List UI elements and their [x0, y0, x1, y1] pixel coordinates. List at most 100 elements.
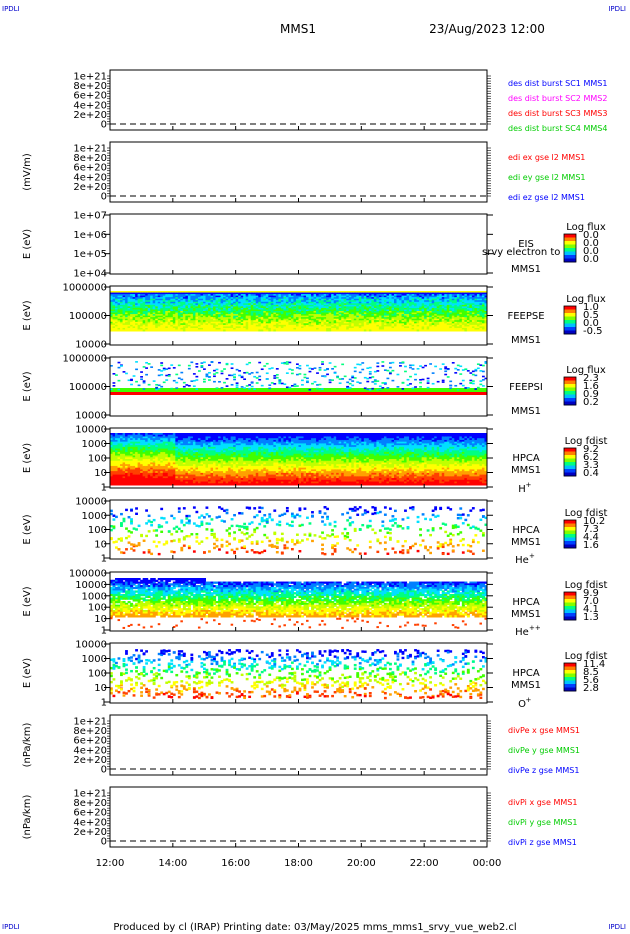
panel-4-cell [223, 295, 227, 298]
panel-4-cell [110, 304, 114, 307]
panel-4-cell [200, 314, 204, 317]
panel-4-cell [388, 303, 392, 306]
panel-4-cell [361, 315, 365, 318]
panel-4-cell [140, 300, 144, 303]
panel-4-cell [285, 323, 289, 326]
panel-4-cell [388, 321, 392, 324]
panel-4-cell [341, 300, 345, 303]
panel-4-cell [331, 306, 335, 309]
panel-4-cell [343, 307, 347, 310]
panel-4-cell [444, 307, 448, 310]
panel-4-cell [265, 315, 269, 318]
panel-4-cell [155, 320, 159, 323]
panel-4-cell [386, 307, 390, 310]
panel-4-cell [386, 309, 390, 312]
panel-4-cell [479, 317, 483, 320]
panel-4-cell [145, 317, 149, 320]
panel-4-cell [449, 321, 453, 324]
panel-4-cell [419, 318, 423, 321]
panel-4-cell [399, 318, 403, 321]
panel-4-cell [293, 307, 297, 310]
panel-4-cell [285, 292, 289, 295]
panel-5-marks [110, 361, 488, 395]
panel-4-cell [115, 297, 119, 300]
panel-4-cell [182, 294, 186, 297]
panel-4-cell [205, 311, 209, 314]
panel-4-cell [409, 300, 413, 303]
panel-4-cell [192, 311, 196, 314]
panel-4-cell [197, 292, 201, 295]
panel-4-cell [215, 301, 219, 304]
panel-4-cell [240, 304, 244, 307]
panel-4-cell [399, 306, 403, 309]
panel-5-cell [142, 380, 146, 382]
panel-5-cell [255, 377, 259, 379]
panel-4-cell [301, 303, 305, 306]
panel-4-cell [331, 291, 335, 294]
panel-4-cell [208, 318, 212, 321]
panel-4-cell [273, 301, 277, 304]
panel-4-cell [273, 291, 277, 294]
panel-4-cell [333, 311, 337, 314]
panel-4-cell [373, 329, 377, 332]
panel-5-cell [275, 368, 279, 370]
panel-4-cell [411, 311, 415, 314]
panel-4-cell [255, 312, 259, 315]
panel-4-cell [391, 306, 395, 309]
panel-5-cell [381, 382, 385, 384]
panel-4-cell [213, 298, 217, 301]
panel-5-cell [278, 379, 282, 382]
panel-4-cell [225, 297, 229, 300]
panel-4-cell [205, 318, 209, 321]
panel-4-cell [177, 318, 181, 321]
panel-4-cell [401, 324, 405, 327]
panel-4-cell [441, 314, 445, 317]
panel-4-cell [208, 301, 212, 304]
panel-4-cell [112, 326, 116, 329]
panel-4-cell [278, 298, 282, 301]
panel-4-cell [150, 304, 154, 307]
panel-4-cell [353, 291, 357, 294]
panel-4-cell [343, 326, 347, 329]
panel-4-cell [202, 301, 207, 304]
panel-4-cell [328, 315, 332, 318]
panel-5-cell [162, 388, 166, 392]
panel-5-cell [283, 362, 287, 365]
panel-4-cell [135, 301, 139, 304]
panel-5-cell [376, 365, 380, 368]
panel-4-cell [426, 307, 430, 310]
panel-4-cell [202, 317, 207, 320]
panel-4-cell [376, 321, 380, 324]
panel-4-cell [160, 314, 164, 317]
panel-4-cell [162, 314, 166, 317]
panel-4-cell [371, 329, 375, 332]
panel-4-cell [474, 307, 478, 310]
panel-4-cell [318, 309, 322, 312]
panel-4-cell [381, 307, 385, 310]
panel-4-cell [298, 314, 302, 317]
panel-4-cell [208, 327, 212, 330]
panel-4-cell [416, 314, 420, 317]
panel-4-cell [127, 327, 131, 330]
panel-4-cell [137, 323, 141, 326]
panel-4-cell [484, 323, 488, 326]
panel-4-cell [328, 321, 332, 324]
panel-4-cell [253, 320, 257, 323]
panel-5-cell [208, 376, 211, 378]
panel-4-cell [250, 318, 254, 321]
panel-5-cell [197, 370, 201, 372]
panel-4-cell [446, 323, 450, 326]
panel-4-cell [368, 306, 372, 309]
panel-4-cell [280, 294, 284, 297]
panel-5-cell [120, 388, 124, 392]
panel-4-cell [265, 324, 269, 327]
panel-4-cell [464, 324, 468, 327]
panel-4-cell [454, 329, 458, 332]
panel-5-cell [326, 373, 329, 376]
panel-4-cell [278, 301, 282, 304]
panel-4-cell [338, 292, 342, 295]
panel-4-cell [474, 315, 478, 318]
panel-4-cell [311, 301, 315, 304]
panel-4-cell [366, 318, 370, 321]
panel-4-cell [180, 323, 184, 326]
